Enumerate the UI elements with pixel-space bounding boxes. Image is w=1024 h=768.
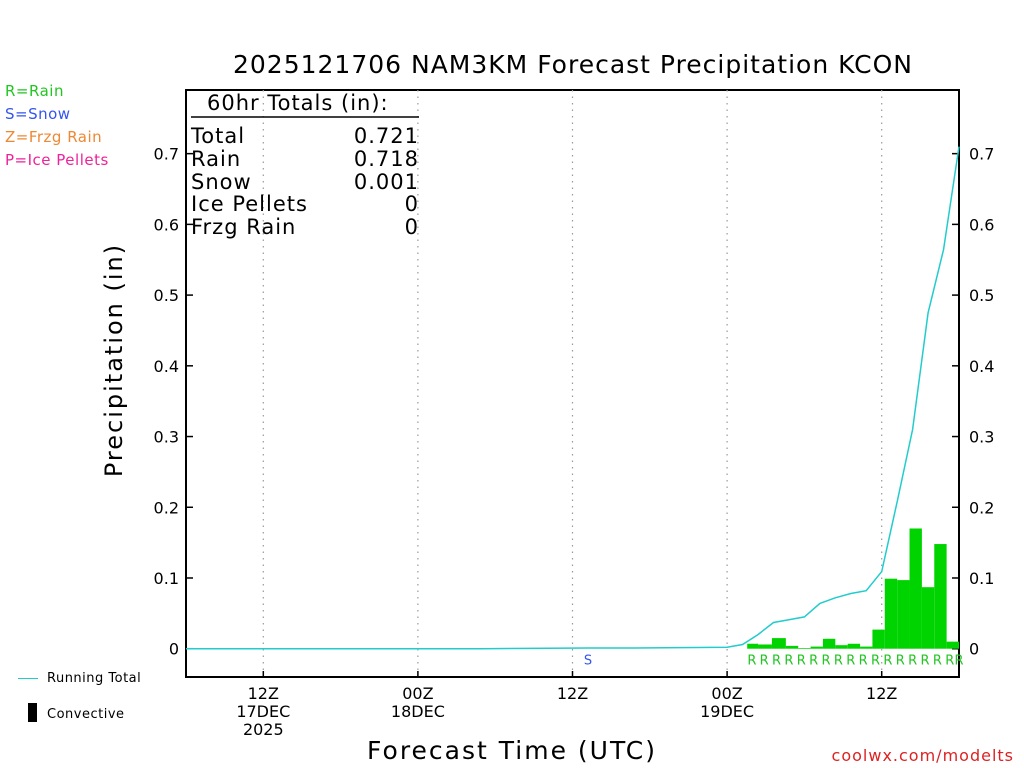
totals-row-frzg-rain: Frzg Rain 0 xyxy=(191,215,419,239)
precip-bar xyxy=(847,643,861,649)
totals-value-ice-pellets: 0 xyxy=(404,192,419,216)
totals-value-rain: 0.718 xyxy=(353,147,419,171)
precip-bar xyxy=(909,528,922,649)
precip-bar xyxy=(884,578,898,649)
legend-snow: S=Snow xyxy=(5,105,71,123)
precip-bar xyxy=(810,646,823,649)
legend-freezing-rain: Z=Frzg Rain xyxy=(5,128,103,146)
precip-bar xyxy=(946,641,959,649)
precip-type-mark: R xyxy=(760,654,769,669)
running-total-swatch xyxy=(18,678,38,679)
y-tick-label-right: 0.7 xyxy=(969,145,994,164)
precip-type-mark: R xyxy=(846,654,855,669)
precip-bar xyxy=(785,645,799,649)
credit-link[interactable]: coolwx.com/modelts xyxy=(831,746,1014,765)
x-tick-label: 00Z xyxy=(402,684,433,703)
precip-type-mark: R xyxy=(933,654,942,669)
precip-bar xyxy=(798,648,811,649)
legend-rain: R=Rain xyxy=(5,82,64,100)
y-tick-label-left: 0.3 xyxy=(154,428,179,447)
precip-type-mark: S xyxy=(584,654,592,669)
precip-bar xyxy=(860,646,873,649)
x-tick-label: 2025 xyxy=(243,720,284,739)
y-tick-label-left: 0.1 xyxy=(154,569,179,588)
y-tick-label-left: 0.5 xyxy=(154,286,179,305)
precip-bar xyxy=(758,644,772,649)
totals-label-ice-pellets: Ice Pellets xyxy=(191,192,308,216)
x-axis-label: Forecast Time (UTC) xyxy=(367,736,657,765)
totals-value-total: 0.721 xyxy=(353,124,419,148)
convective-key: Convective xyxy=(47,707,125,722)
totals-row-rain: Rain 0.718 xyxy=(191,147,419,171)
precip-bar xyxy=(747,643,759,649)
totals-value-frzg-rain: 0 xyxy=(404,215,419,239)
y-tick-label-right: 0.2 xyxy=(969,498,994,517)
totals-header-text: 60hr Totals (in): xyxy=(207,91,389,115)
precip-bar xyxy=(835,645,848,649)
precip-type-mark: R xyxy=(920,654,929,669)
precip-type-mark: R xyxy=(883,654,892,669)
precip-bar xyxy=(872,629,885,649)
precip-bar xyxy=(897,580,910,649)
totals-label-total: Total xyxy=(191,124,246,148)
totals-label-snow: Snow xyxy=(191,170,252,194)
y-tick-label-right: 0.1 xyxy=(969,569,994,588)
running-total-key: Running Total xyxy=(47,671,142,686)
x-tick-label: 12Z xyxy=(248,684,279,703)
totals-value-snow: 0.001 xyxy=(353,170,419,194)
precip-type-mark: R xyxy=(809,654,818,669)
y-tick-label-right: 0.4 xyxy=(969,357,994,376)
precip-type-mark: R xyxy=(822,654,831,669)
convective-swatch xyxy=(28,703,37,722)
x-tick-label: 00Z xyxy=(711,684,742,703)
y-tick-label-left: 0.6 xyxy=(154,215,179,234)
x-tick-label: 17DEC xyxy=(236,702,290,721)
precip-type-mark: R xyxy=(784,654,793,669)
legend-ice-pellets: P=Ice Pellets xyxy=(5,151,109,169)
totals-label-frzg-rain: Frzg Rain xyxy=(191,215,297,239)
precip-type-mark: R xyxy=(871,654,880,669)
y-tick-label-right: 0.6 xyxy=(969,215,994,234)
x-tick-label: 12Z xyxy=(557,684,588,703)
precip-bar xyxy=(771,638,786,649)
precip-bar xyxy=(934,544,947,649)
precip-type-mark: R xyxy=(945,654,954,669)
precip-type-mark: R xyxy=(834,654,843,669)
x-tick-label: 18DEC xyxy=(391,702,445,721)
y-tick-label-left: 0.7 xyxy=(154,145,179,164)
y-tick-label-right: 0 xyxy=(969,640,979,659)
precip-type-mark: R xyxy=(859,654,868,669)
precip-type-mark: R xyxy=(747,654,756,669)
precip-type-mark: R xyxy=(797,654,806,669)
x-tick-label: 12Z xyxy=(866,684,897,703)
y-tick-label-right: 0.5 xyxy=(969,286,994,305)
precip-type-mark: R xyxy=(772,654,781,669)
running-total-line xyxy=(186,146,960,650)
y-tick-label-left: 0.4 xyxy=(154,357,179,376)
x-tick-label: 19DEC xyxy=(700,702,754,721)
precip-type-mark: R xyxy=(896,654,905,669)
totals-row-total: Total 0.721 xyxy=(191,124,419,148)
y-tick-label-left: 0 xyxy=(169,640,179,659)
chart-title: 2025121706 NAM3KM Forecast Precipitation… xyxy=(233,50,913,79)
totals-row-ice-pellets: Ice Pellets 0 xyxy=(191,192,419,216)
totals-row-snow: Snow 0.001 xyxy=(191,170,419,194)
precip-bar xyxy=(921,587,935,649)
precip-bar xyxy=(822,638,836,649)
precip-type-mark: R xyxy=(954,654,963,669)
precip-type-mark: R xyxy=(908,654,917,669)
y-tick-label-right: 0.3 xyxy=(969,428,994,447)
totals-label-rain: Rain xyxy=(191,147,242,171)
y-tick-label-left: 0.2 xyxy=(154,498,179,517)
